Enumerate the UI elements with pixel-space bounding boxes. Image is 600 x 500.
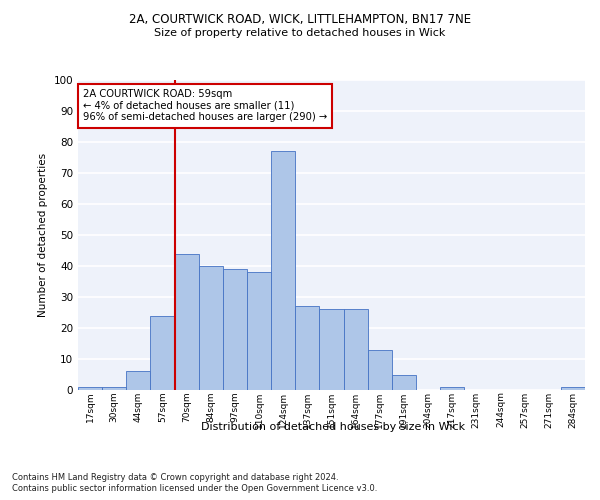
Bar [271, 152, 295, 390]
Bar [392, 374, 416, 390]
Text: Contains public sector information licensed under the Open Government Licence v3: Contains public sector information licen… [12, 484, 377, 493]
Bar [561, 387, 585, 390]
Bar [126, 372, 151, 390]
Bar [102, 387, 126, 390]
Bar [319, 310, 344, 390]
Text: Distribution of detached houses by size in Wick: Distribution of detached houses by size … [201, 422, 465, 432]
Text: Contains HM Land Registry data © Crown copyright and database right 2024.: Contains HM Land Registry data © Crown c… [12, 472, 338, 482]
Bar [151, 316, 175, 390]
Bar [440, 387, 464, 390]
Text: Size of property relative to detached houses in Wick: Size of property relative to detached ho… [154, 28, 446, 38]
Bar [295, 306, 319, 390]
Bar [78, 387, 102, 390]
Text: 2A COURTWICK ROAD: 59sqm
← 4% of detached houses are smaller (11)
96% of semi-de: 2A COURTWICK ROAD: 59sqm ← 4% of detache… [83, 90, 328, 122]
Bar [247, 272, 271, 390]
Bar [368, 350, 392, 390]
Bar [223, 269, 247, 390]
Bar [344, 310, 368, 390]
Y-axis label: Number of detached properties: Number of detached properties [38, 153, 48, 317]
Text: 2A, COURTWICK ROAD, WICK, LITTLEHAMPTON, BN17 7NE: 2A, COURTWICK ROAD, WICK, LITTLEHAMPTON,… [129, 12, 471, 26]
Bar [175, 254, 199, 390]
Bar [199, 266, 223, 390]
